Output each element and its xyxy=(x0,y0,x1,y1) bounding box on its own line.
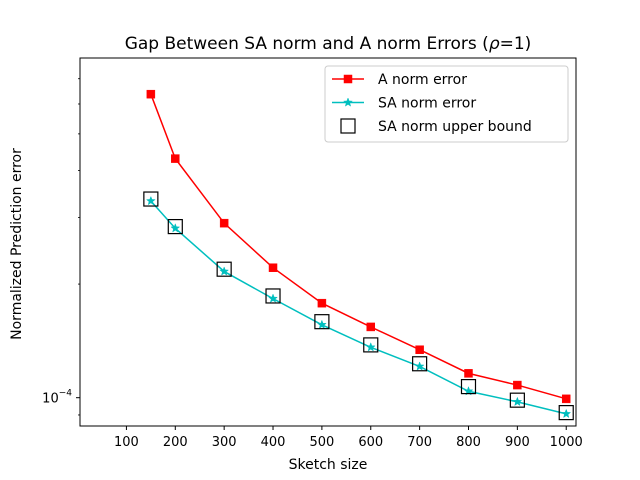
data-point xyxy=(146,89,156,99)
x-tick-label: 200 xyxy=(163,435,188,450)
data-point xyxy=(365,342,376,352)
ticks-layer: 100 200 300 400 500 600 700 800 900 1000 10−4 xyxy=(42,78,583,450)
y-tick-label: 10−4 xyxy=(42,389,72,407)
legend-marker xyxy=(340,118,356,134)
x-tick-label: 100 xyxy=(114,435,139,450)
data-point xyxy=(460,379,477,395)
legend-entry: A norm error xyxy=(332,72,467,88)
data-point xyxy=(415,345,424,354)
data-point xyxy=(219,218,229,228)
x-axis-label: Sketch size xyxy=(289,457,368,473)
chart-title-suffix: =1) xyxy=(500,34,532,54)
y-tick-exponent: −4 xyxy=(59,389,73,399)
axes-frame xyxy=(79,57,577,427)
data-point xyxy=(314,314,330,330)
data-point xyxy=(412,356,428,372)
data-point xyxy=(366,322,376,332)
y-tick-base: 10 xyxy=(42,392,59,407)
x-tick-label: 500 xyxy=(309,435,334,450)
data-point xyxy=(363,337,379,353)
data-point xyxy=(513,380,522,390)
data-point xyxy=(219,266,230,276)
legend-box xyxy=(324,65,569,143)
data-point xyxy=(561,408,572,419)
x-tick-label: 600 xyxy=(358,435,383,450)
data-point xyxy=(316,319,327,330)
legend: A norm error SA norm error SA norm upper b… xyxy=(324,65,569,143)
x-tick-label: 900 xyxy=(505,435,530,450)
series-layer xyxy=(143,89,574,421)
chart-title-prefix: Gap Between SA norm and A norm Errors ( xyxy=(125,34,489,54)
data-point xyxy=(268,293,278,303)
x-tick-label: 300 xyxy=(212,435,237,450)
x-tick-label: 800 xyxy=(456,435,481,450)
series-line xyxy=(150,93,567,400)
y-axis-label: Normalized Prediction error xyxy=(9,148,25,340)
x-tick-label: 700 xyxy=(407,435,432,450)
data-point xyxy=(171,154,180,163)
x-tick-label: 400 xyxy=(261,435,286,450)
series-sa-norm-upper-bound xyxy=(143,191,574,421)
x-tick-label: 1000 xyxy=(550,435,583,450)
data-point xyxy=(317,298,327,308)
legend-marker xyxy=(343,74,353,84)
legend-entry: SA norm error xyxy=(332,96,476,112)
series-line xyxy=(150,200,567,415)
data-point xyxy=(414,361,425,371)
series-a-norm-error xyxy=(146,89,571,404)
legend-label: SA norm error xyxy=(378,96,476,112)
chart-title-symbol: ρ xyxy=(489,34,500,54)
legend-label: A norm error xyxy=(378,72,467,88)
data-point xyxy=(143,191,159,207)
data-point xyxy=(170,223,181,233)
data-point xyxy=(216,261,232,277)
chart-title: Gap Between SA norm and A norm Errors (ρ… xyxy=(125,34,532,54)
data-point xyxy=(265,288,281,304)
data-point xyxy=(561,394,571,404)
data-point xyxy=(167,218,183,235)
legend-marker xyxy=(343,97,353,107)
data-point xyxy=(145,195,156,206)
data-point xyxy=(509,392,525,408)
legend-entry: SA norm upper bound xyxy=(340,118,532,135)
data-point xyxy=(268,263,278,272)
legend-label: SA norm upper bound xyxy=(378,119,532,135)
data-point xyxy=(558,405,574,421)
data-point xyxy=(512,396,523,407)
data-point xyxy=(464,369,473,378)
series-sa-norm-error xyxy=(145,195,572,419)
